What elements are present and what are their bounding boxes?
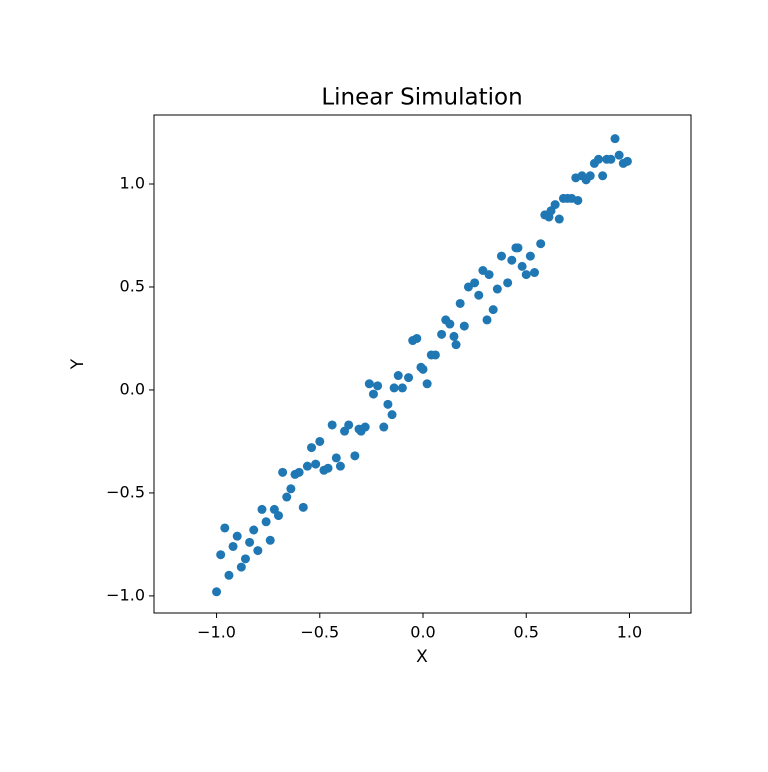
- point: [418, 364, 428, 374]
- point: [488, 305, 498, 315]
- point: [240, 554, 250, 564]
- x-axis-label: X: [416, 647, 428, 667]
- point: [573, 195, 583, 205]
- point: [323, 463, 333, 473]
- point: [517, 261, 527, 271]
- point: [350, 451, 360, 461]
- x-tick-label: −1.0: [197, 623, 236, 642]
- point: [360, 422, 370, 432]
- point: [585, 171, 595, 181]
- point: [311, 459, 321, 469]
- point: [422, 379, 432, 389]
- point: [387, 410, 397, 420]
- point: [521, 270, 531, 280]
- y-tick-label: 1.0: [120, 173, 145, 192]
- point: [536, 239, 546, 249]
- point: [249, 525, 259, 535]
- point: [451, 340, 461, 350]
- point: [614, 150, 624, 160]
- point: [550, 200, 560, 210]
- point: [282, 492, 292, 502]
- point: [273, 511, 283, 521]
- point: [525, 251, 535, 261]
- y-tick-label: 0.5: [120, 276, 145, 295]
- point: [216, 550, 226, 560]
- point: [430, 350, 440, 360]
- point: [437, 329, 447, 339]
- point: [307, 443, 317, 453]
- point: [470, 278, 480, 288]
- point: [298, 502, 308, 512]
- point: [302, 461, 312, 471]
- point: [232, 531, 242, 541]
- point: [315, 436, 325, 446]
- point: [474, 290, 484, 300]
- point: [331, 453, 341, 463]
- point: [412, 333, 422, 343]
- point: [228, 541, 238, 551]
- point: [622, 156, 632, 166]
- point: [397, 383, 407, 393]
- point: [484, 270, 494, 280]
- point: [606, 154, 616, 164]
- point: [503, 278, 513, 288]
- point: [212, 587, 222, 597]
- point: [368, 389, 378, 399]
- point: [286, 484, 296, 494]
- point: [445, 319, 455, 329]
- point: [224, 570, 234, 580]
- point: [554, 214, 564, 224]
- y-tick-label: 0.0: [120, 379, 145, 398]
- point: [364, 379, 374, 389]
- point: [236, 562, 246, 572]
- point: [389, 383, 399, 393]
- point: [294, 467, 304, 477]
- x-tick-label: 0.0: [410, 623, 435, 642]
- y-tick-label: −0.5: [106, 482, 145, 501]
- point: [610, 134, 620, 144]
- point: [335, 461, 345, 471]
- point: [594, 154, 604, 164]
- x-tick-label: 0.5: [514, 623, 539, 642]
- y-tick-label: −1.0: [106, 585, 145, 604]
- point: [482, 315, 492, 325]
- point: [383, 399, 393, 409]
- point: [404, 373, 414, 383]
- point: [496, 251, 506, 261]
- point: [455, 298, 465, 308]
- point: [220, 523, 230, 533]
- point: [373, 381, 383, 391]
- point: [261, 517, 271, 527]
- point: [507, 255, 517, 265]
- point: [379, 422, 389, 432]
- y-axis-label: Y: [68, 358, 88, 370]
- chart-title: Linear Simulation: [321, 85, 522, 111]
- point: [253, 546, 263, 556]
- point: [530, 268, 540, 278]
- point: [459, 321, 469, 331]
- x-tick-label: 1.0: [617, 623, 642, 642]
- point: [598, 171, 608, 181]
- point: [492, 284, 502, 294]
- point: [265, 535, 275, 545]
- point: [393, 371, 403, 381]
- x-tick-label: −0.5: [300, 623, 339, 642]
- point: [257, 504, 267, 514]
- point: [278, 467, 288, 477]
- point: [449, 331, 459, 341]
- point: [344, 420, 354, 430]
- point: [327, 420, 337, 430]
- point: [513, 243, 523, 253]
- point: [245, 537, 255, 547]
- plot-frame: [153, 114, 692, 614]
